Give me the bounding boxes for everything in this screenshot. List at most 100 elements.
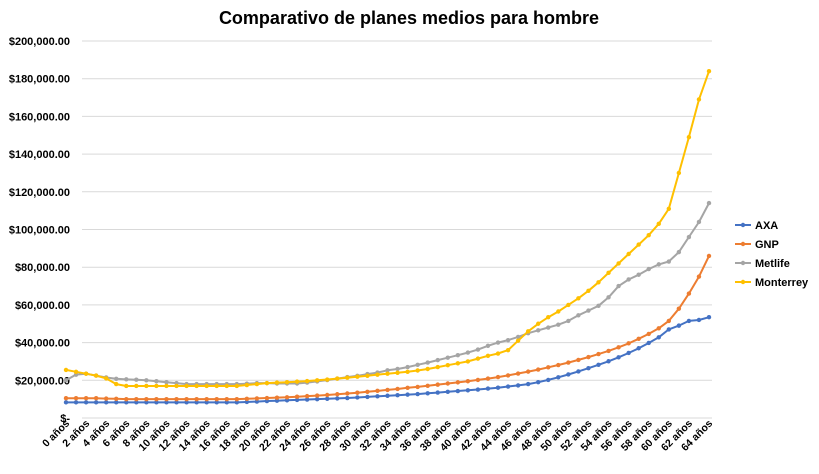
data-point-gnp bbox=[355, 390, 360, 395]
data-point-metlife bbox=[656, 262, 661, 267]
data-point-axa bbox=[164, 400, 169, 405]
data-point-gnp bbox=[676, 306, 682, 311]
data-point-metlife bbox=[475, 347, 481, 352]
data-point-axa bbox=[656, 335, 661, 340]
data-point-axa bbox=[83, 400, 89, 405]
data-point-axa bbox=[174, 400, 179, 405]
data-point-monterrey bbox=[435, 364, 440, 370]
data-point-axa bbox=[425, 391, 430, 396]
data-point-metlife bbox=[154, 379, 159, 384]
data-point-gnp bbox=[696, 274, 702, 279]
legend-marker bbox=[740, 260, 746, 266]
legend-label: AXA bbox=[755, 220, 778, 232]
data-point-metlife bbox=[465, 350, 471, 355]
data-point-axa bbox=[445, 389, 450, 394]
data-point-metlife bbox=[395, 366, 400, 372]
data-point-monterrey bbox=[706, 68, 712, 74]
data-point-metlife bbox=[706, 200, 712, 206]
data-point-monterrey bbox=[475, 356, 481, 361]
data-point-axa bbox=[525, 381, 531, 387]
data-point-metlife bbox=[455, 353, 461, 358]
data-point-metlife bbox=[445, 355, 450, 360]
legend: AXA GNP Metlife Monterrey bbox=[735, 220, 809, 289]
data-point-monterrey bbox=[556, 309, 561, 314]
legend-label: Metlife bbox=[755, 258, 790, 270]
y-tick-label: $80,000.00 bbox=[15, 262, 70, 274]
data-point-monterrey bbox=[495, 351, 501, 356]
data-point-gnp bbox=[314, 393, 320, 398]
data-point-gnp bbox=[525, 369, 531, 374]
data-point-gnp bbox=[606, 348, 611, 354]
data-point-axa bbox=[264, 398, 270, 404]
data-point-metlife bbox=[596, 303, 601, 309]
data-point-gnp bbox=[395, 386, 400, 392]
data-point-gnp bbox=[73, 396, 79, 401]
data-point-metlife bbox=[505, 337, 511, 343]
data-point-monterrey bbox=[355, 374, 360, 379]
data-point-monterrey bbox=[686, 134, 692, 140]
data-point-gnp bbox=[636, 336, 641, 342]
data-point-gnp bbox=[154, 396, 159, 402]
data-point-axa bbox=[485, 386, 491, 391]
data-point-monterrey bbox=[616, 261, 621, 266]
data-point-gnp bbox=[706, 253, 712, 259]
data-point-axa bbox=[596, 362, 601, 368]
data-point-axa bbox=[73, 400, 79, 405]
data-point-monterrey bbox=[63, 367, 69, 373]
data-point-gnp bbox=[475, 377, 481, 383]
data-point-gnp bbox=[144, 396, 149, 402]
data-point-axa bbox=[184, 400, 189, 405]
legend-marker bbox=[740, 222, 746, 228]
data-point-gnp bbox=[103, 396, 109, 401]
legend-marker bbox=[740, 241, 746, 247]
data-point-axa bbox=[244, 399, 250, 405]
data-point-monterrey bbox=[696, 97, 702, 102]
y-tick-label: $20,000.00 bbox=[15, 375, 70, 387]
data-point-axa bbox=[274, 398, 280, 403]
data-point-axa bbox=[495, 385, 501, 390]
data-point-metlife bbox=[626, 277, 631, 282]
data-point-axa bbox=[234, 400, 239, 405]
data-point-gnp bbox=[345, 391, 350, 396]
data-point-monterrey bbox=[124, 383, 129, 389]
series-gnp bbox=[63, 253, 712, 402]
data-point-monterrey bbox=[566, 302, 571, 308]
data-point-metlife bbox=[546, 325, 551, 330]
data-point-monterrey bbox=[325, 377, 330, 382]
data-point-monterrey bbox=[114, 381, 119, 387]
y-axis-tick-labels: $- $20,000.00 $40,000.00 $60,000.00 $80,000.… bbox=[9, 36, 71, 425]
series-line-gnp bbox=[66, 255, 710, 401]
data-point-monterrey bbox=[666, 206, 672, 211]
data-point-gnp bbox=[405, 385, 410, 391]
data-point-metlife bbox=[536, 328, 541, 333]
data-point-gnp bbox=[646, 331, 651, 337]
data-point-gnp bbox=[124, 396, 129, 402]
data-point-monterrey bbox=[244, 382, 250, 388]
data-point-axa bbox=[63, 400, 69, 405]
data-point-axa bbox=[214, 400, 219, 405]
data-point-gnp bbox=[586, 354, 591, 360]
data-point-monterrey bbox=[83, 371, 89, 376]
data-point-gnp bbox=[495, 374, 501, 380]
data-point-metlife bbox=[144, 378, 149, 383]
data-point-axa bbox=[405, 392, 410, 397]
data-point-axa bbox=[345, 395, 350, 401]
data-point-gnp bbox=[425, 383, 430, 388]
data-point-gnp bbox=[164, 396, 169, 402]
legend-item-gnp: GNP bbox=[735, 239, 779, 251]
data-point-gnp bbox=[254, 396, 260, 401]
data-point-monterrey bbox=[646, 232, 651, 238]
data-point-gnp bbox=[325, 392, 330, 398]
data-point-metlife bbox=[425, 360, 430, 365]
data-point-gnp bbox=[505, 373, 511, 378]
data-point-monterrey bbox=[294, 379, 300, 384]
series-monterrey bbox=[63, 68, 712, 389]
data-point-gnp bbox=[616, 345, 621, 350]
series-line-monterrey bbox=[65, 70, 710, 387]
data-point-monterrey bbox=[505, 347, 511, 353]
data-point-axa bbox=[314, 396, 320, 402]
legend-marker bbox=[740, 279, 746, 285]
data-point-axa bbox=[224, 400, 229, 405]
data-point-gnp bbox=[445, 381, 450, 386]
data-point-monterrey bbox=[455, 361, 461, 366]
